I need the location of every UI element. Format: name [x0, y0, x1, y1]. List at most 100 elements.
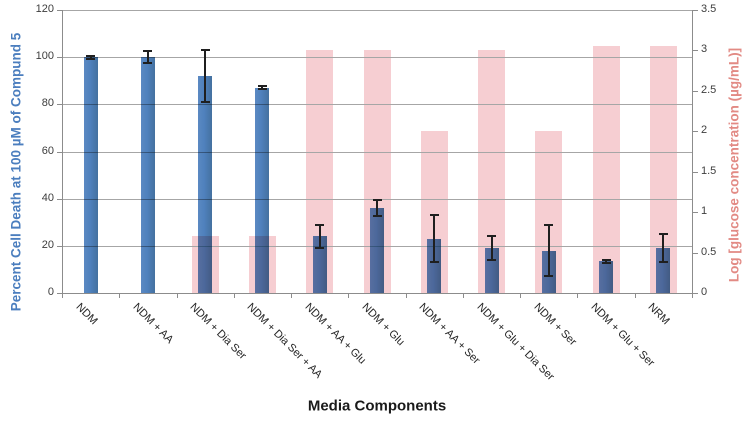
- gridline: [62, 104, 692, 106]
- error-bar: [318, 224, 321, 249]
- cell-death-bar: [255, 87, 270, 293]
- left-tick-mark: [57, 151, 62, 153]
- error-bar-cap: [372, 215, 382, 218]
- error-bar-cap: [86, 57, 96, 60]
- cell-death-bar: [83, 57, 98, 293]
- gridline: [62, 151, 692, 153]
- error-bar: [547, 224, 550, 277]
- left-axis-title: Percent Cell Death at 100 µM of Compund …: [8, 32, 24, 312]
- left-tick-mark: [57, 10, 62, 11]
- right-tick-mark: [693, 50, 698, 52]
- x-tick-mark: [291, 294, 293, 298]
- right-tick-mark: [693, 293, 698, 294]
- left-tick-label: 120: [35, 3, 54, 15]
- right-tick-label: 3: [701, 43, 708, 56]
- error-bar: [433, 215, 436, 263]
- right-tick-label: 3.5: [701, 3, 717, 15]
- right-tick-label: 1: [701, 205, 708, 218]
- error-bar-cap: [487, 258, 497, 261]
- error-bar-cap: [315, 247, 325, 250]
- x-tick-mark: [405, 294, 407, 298]
- error-bar: [204, 50, 207, 102]
- x-tick-label: NDM + Dia Ser: [187, 301, 249, 363]
- x-tick-mark: [577, 294, 579, 298]
- error-bar-cap: [315, 223, 325, 226]
- error-bar-cap: [143, 62, 153, 65]
- right-tick-mark: [693, 171, 698, 173]
- left-tick-label: 60: [41, 144, 54, 157]
- cell-death-bar: [198, 76, 213, 293]
- left-tick-mark: [57, 293, 62, 294]
- error-bar: [376, 199, 378, 217]
- right-tick-label: 2: [701, 124, 708, 137]
- x-tick-mark: [62, 294, 63, 298]
- error-bar-cap: [429, 214, 439, 217]
- x-tick-mark: [634, 294, 636, 298]
- x-tick-label: NDM + Ser: [531, 301, 579, 349]
- glucose-bar: [592, 46, 620, 293]
- left-tick-label: 80: [41, 97, 54, 110]
- right-tick-mark: [693, 212, 698, 214]
- error-bar-cap: [544, 275, 554, 278]
- plot-area: [62, 10, 692, 293]
- right-tick-label: 2.5: [701, 83, 717, 96]
- right-tick-mark: [693, 131, 698, 133]
- error-bar-cap: [257, 85, 267, 88]
- error-bar: [261, 86, 264, 90]
- left-tick-label: 0: [47, 286, 54, 298]
- x-tick-mark: [176, 294, 178, 298]
- left-tick-mark: [57, 198, 62, 200]
- error-bar-cap: [601, 258, 611, 261]
- error-bar: [605, 259, 608, 263]
- error-bar-cap: [658, 233, 668, 236]
- x-tick-label: NRM: [645, 301, 673, 328]
- gridline: [62, 57, 692, 59]
- x-tick-label: NDM + AA + Glu: [302, 301, 368, 367]
- error-bar-cap: [487, 235, 497, 238]
- gridline: [62, 10, 692, 11]
- cell-death-bar: [140, 57, 155, 293]
- right-tick-mark: [693, 10, 698, 11]
- cell-death-bar: [656, 248, 671, 293]
- error-bar-cap: [601, 261, 611, 264]
- left-tick-label: 100: [35, 50, 54, 63]
- x-axis-title: Media Components: [307, 397, 447, 415]
- error-bar-cap: [544, 223, 554, 226]
- cell-death-bar: [427, 238, 442, 293]
- cell-death-bar: [599, 261, 614, 293]
- error-bar-cap: [143, 50, 153, 53]
- left-axis-line: [62, 10, 63, 294]
- error-bar-cap: [372, 198, 382, 201]
- right-tick-mark: [693, 90, 698, 92]
- cell-death-bar: [312, 236, 327, 293]
- x-tick-mark: [462, 294, 464, 298]
- x-tick-mark: [520, 294, 522, 298]
- right-axis-line: [692, 10, 693, 294]
- error-bar: [490, 236, 493, 260]
- error-bar-cap: [200, 100, 210, 103]
- x-tick-mark: [692, 294, 693, 298]
- error-bar-cap: [429, 261, 439, 264]
- x-tick-mark: [348, 294, 350, 298]
- x-tick-label: NDM + AA + Ser: [416, 301, 483, 367]
- error-bar-cap: [257, 88, 267, 91]
- left-tick-mark: [57, 57, 62, 59]
- right-tick-label: 1.5: [701, 164, 717, 177]
- left-tick-label: 20: [41, 238, 54, 251]
- error-bar: [662, 234, 665, 263]
- x-tick-label: NDM + Glu: [359, 301, 407, 349]
- x-tick-label: NDM: [73, 301, 100, 328]
- cell-death-bar: [370, 208, 384, 293]
- x-axis-line: [62, 293, 693, 294]
- x-tick-mark: [119, 294, 121, 298]
- error-bar-cap: [86, 54, 96, 57]
- error-bar-cap: [658, 261, 668, 264]
- left-tick-label: 40: [41, 191, 54, 204]
- error-bar-cap: [200, 49, 210, 52]
- left-tick-mark: [57, 104, 62, 106]
- x-tick-label: NDM + AA: [130, 301, 176, 347]
- right-tick-label: 0: [701, 286, 708, 298]
- error-bar: [89, 55, 92, 59]
- left-tick-mark: [57, 245, 62, 247]
